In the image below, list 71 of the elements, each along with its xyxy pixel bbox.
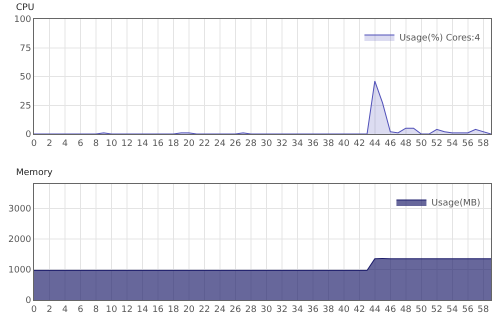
chart-title: Memory [16, 168, 54, 178]
x-tick-label: 28 [245, 138, 257, 149]
x-tick-label: 52 [431, 304, 443, 315]
x-tick-label: 2 [46, 138, 52, 149]
legend-label: Usage(%) Cores:4 [399, 33, 480, 44]
x-tick-label: 46 [384, 138, 396, 149]
x-tick-label: 36 [307, 138, 319, 149]
x-tick-label: 48 [400, 304, 412, 315]
x-tick-label: 22 [198, 138, 210, 149]
y-tick-label: 0 [25, 296, 32, 306]
y-tick-label: 75 [20, 44, 32, 54]
chart-title: CPU [16, 3, 34, 13]
x-tick-label: 58 [478, 138, 490, 149]
x-tick-label: 42 [354, 304, 366, 315]
x-tick-label: 30 [260, 138, 272, 149]
x-tick-label: 40 [338, 304, 350, 315]
x-tick-label: 44 [369, 138, 381, 149]
x-tick-label: 38 [322, 304, 334, 315]
x-tick-label: 36 [307, 304, 319, 315]
x-tick-label: 12 [121, 138, 133, 149]
x-tick-label: 56 [462, 304, 474, 315]
x-tick-label: 6 [78, 138, 84, 149]
legend-label: Usage(MB) [431, 198, 480, 208]
x-tick-label: 2 [46, 304, 52, 315]
x-tick-label: 4 [62, 304, 68, 315]
x-tick-label: 24 [214, 304, 226, 315]
x-tick-label: 4 [62, 138, 68, 149]
x-tick-label: 54 [446, 304, 458, 315]
x-tick-label: 42 [354, 138, 366, 149]
y-tick-label: 50 [20, 72, 32, 83]
x-tick-label: 24 [214, 138, 226, 149]
x-tick-label: 14 [136, 304, 148, 315]
x-tick-label: 28 [245, 304, 257, 315]
x-tick-label: 10 [106, 138, 118, 149]
x-tick-label: 20 [183, 138, 195, 149]
x-tick-label: 14 [136, 138, 148, 149]
x-tick-label: 12 [121, 304, 133, 315]
x-tick-label: 56 [462, 138, 474, 149]
y-tick-label: 2000 [8, 235, 32, 246]
x-tick-label: 20 [183, 304, 195, 315]
x-tick-label: 40 [338, 138, 350, 149]
x-tick-label: 6 [78, 304, 84, 315]
x-tick-label: 50 [416, 138, 428, 149]
x-tick-label: 50 [416, 304, 428, 315]
y-tick-label: 0 [25, 130, 32, 140]
x-tick-label: 46 [384, 304, 396, 315]
x-tick-label: 44 [369, 304, 381, 315]
x-tick-label: 30 [260, 304, 272, 315]
x-tick-label: 38 [322, 138, 334, 149]
x-tick-label: 26 [230, 304, 242, 315]
x-tick-label: 18 [168, 138, 180, 149]
x-tick-label: 8 [93, 304, 100, 315]
x-tick-label: 58 [478, 304, 490, 315]
y-tick-label: 100 [14, 15, 32, 26]
x-tick-label: 16 [152, 304, 164, 315]
x-tick-label: 18 [168, 304, 180, 315]
x-tick-label: 8 [93, 138, 100, 149]
x-tick-label: 26 [230, 138, 242, 149]
x-tick-label: 32 [276, 304, 288, 315]
x-tick-label: 32 [276, 138, 288, 149]
x-tick-label: 10 [106, 304, 118, 315]
x-tick-label: 54 [446, 138, 458, 149]
y-tick-label: 25 [20, 101, 32, 112]
y-tick-label: 3000 [8, 204, 32, 215]
x-tick-label: 16 [152, 138, 164, 149]
y-tick-label: 1000 [8, 266, 32, 276]
x-tick-label: 52 [431, 138, 443, 149]
x-tick-label: 34 [292, 138, 304, 149]
x-tick-label: 48 [400, 138, 412, 149]
x-tick-label: 34 [292, 304, 304, 315]
x-tick-label: 22 [198, 304, 210, 315]
